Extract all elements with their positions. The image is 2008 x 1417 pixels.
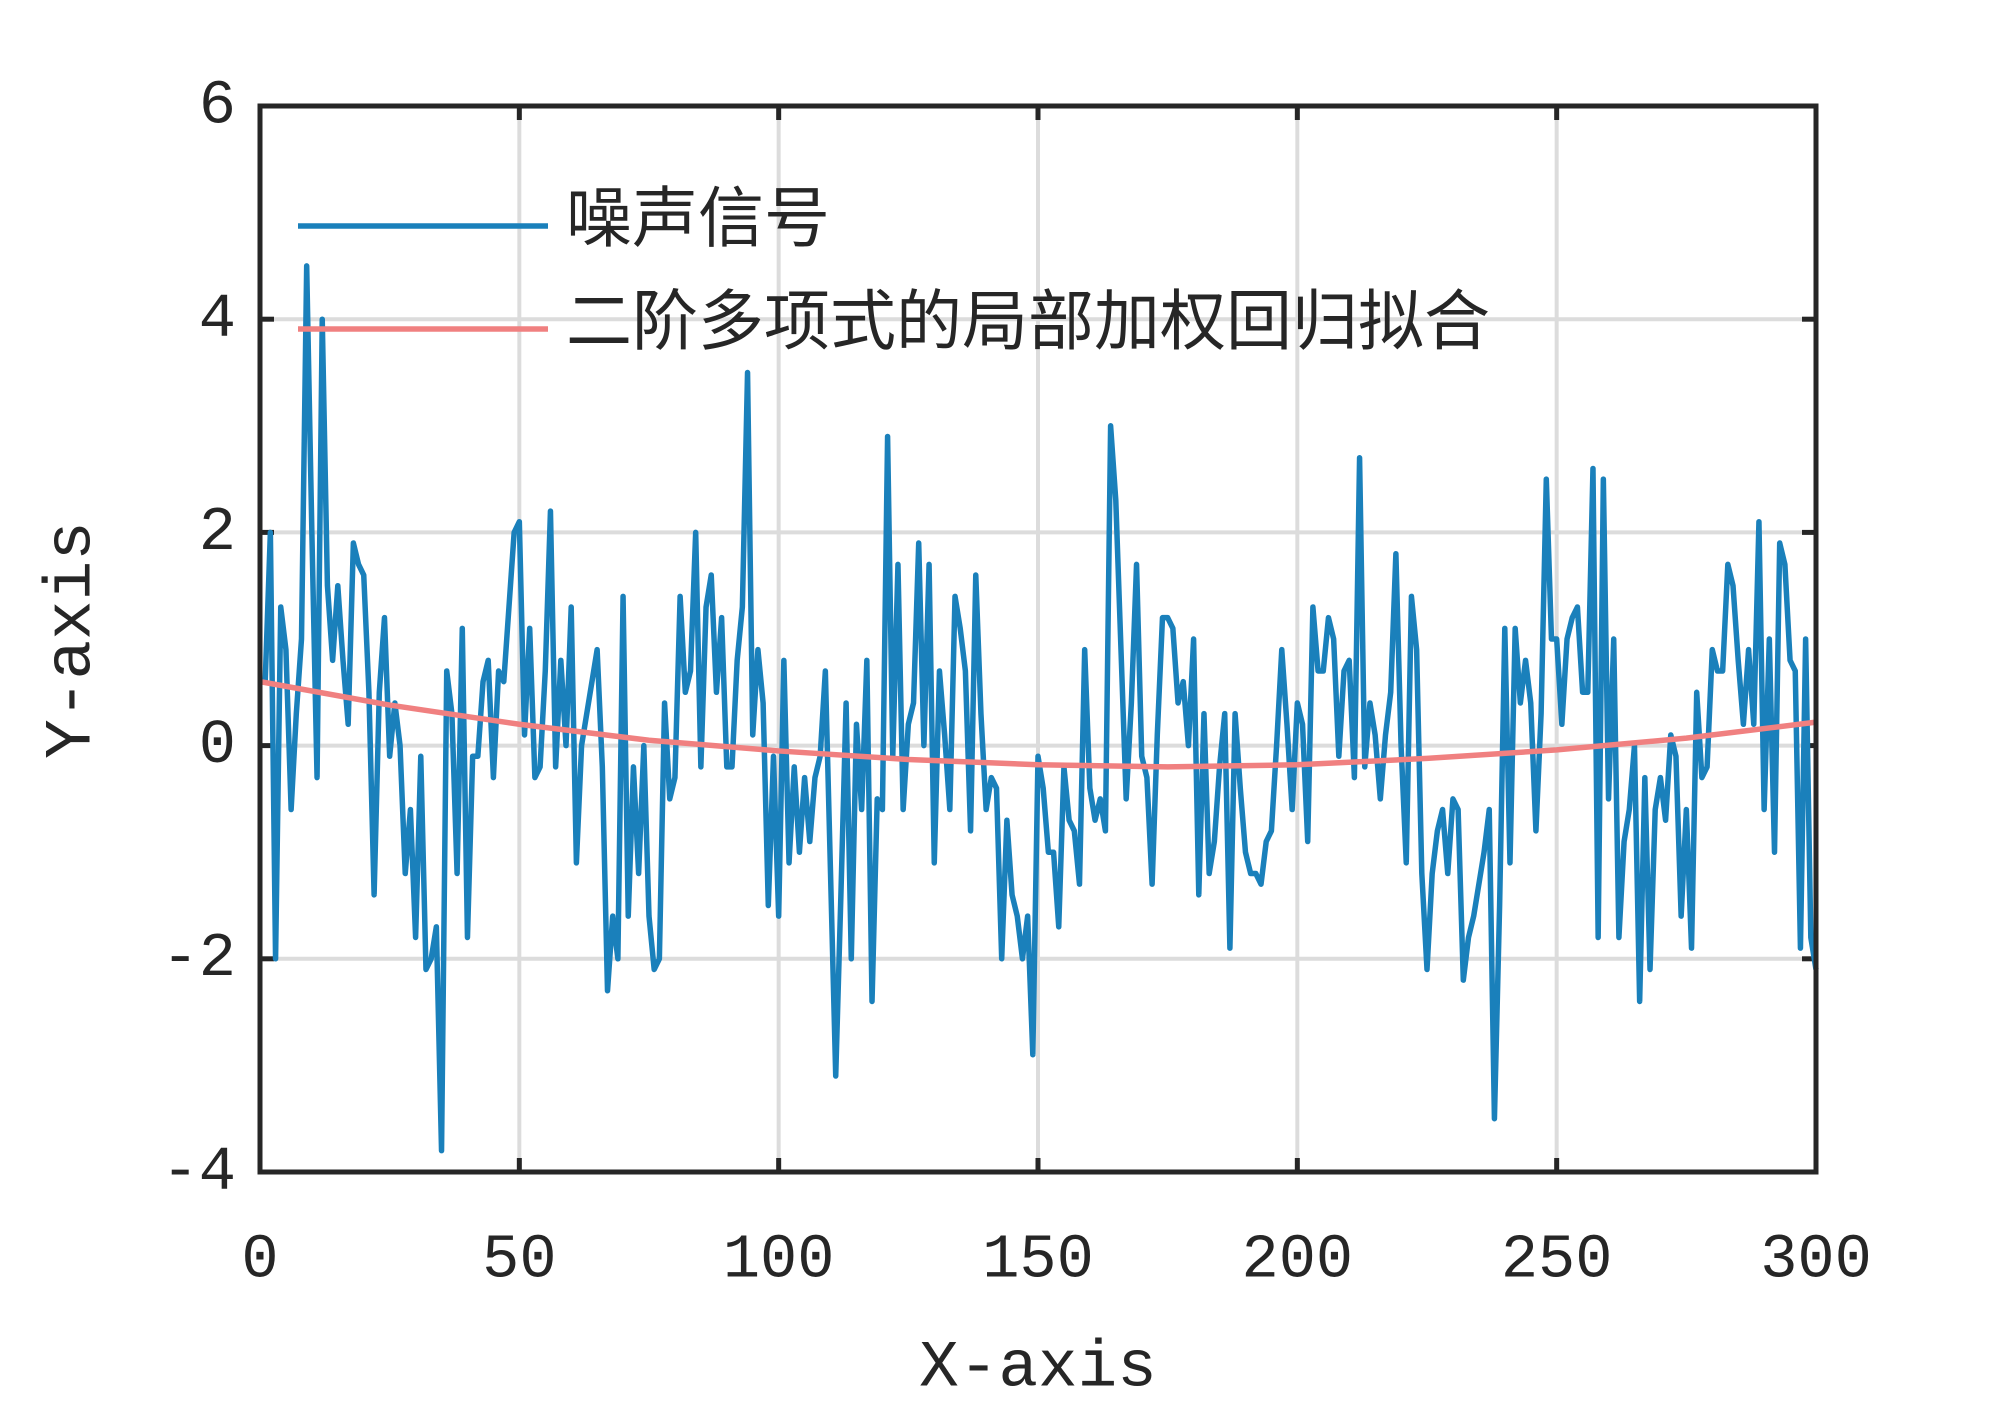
legend-label: 噪声信号 <box>566 183 830 256</box>
y-tick-label: 6 <box>199 70 236 141</box>
x-tick-label: 50 <box>482 1224 556 1295</box>
x-tick-label: 250 <box>1501 1224 1613 1295</box>
x-tick-label: 200 <box>1242 1224 1354 1295</box>
x-tick-label: 100 <box>723 1224 835 1295</box>
data-line <box>262 263 1819 1154</box>
x-tick-label: 150 <box>982 1224 1094 1295</box>
y-tick-label: 0 <box>199 710 236 781</box>
y-tick-label: -4 <box>162 1136 236 1207</box>
x-axis-label: X-axis <box>919 1330 1157 1405</box>
x-tick-label: 0 <box>241 1224 278 1295</box>
y-tick-label: -2 <box>162 923 236 994</box>
x-tick-label: 300 <box>1760 1224 1872 1295</box>
legend-label: 二阶多项式的局部加权回归拟合 <box>566 286 1490 359</box>
plot-frame <box>257 103 1819 1175</box>
y-tick-label: 4 <box>199 284 236 355</box>
data-line <box>259 678 1817 770</box>
y-axis-label: Y-axis <box>34 521 109 759</box>
y-tick-label: 2 <box>199 497 236 568</box>
